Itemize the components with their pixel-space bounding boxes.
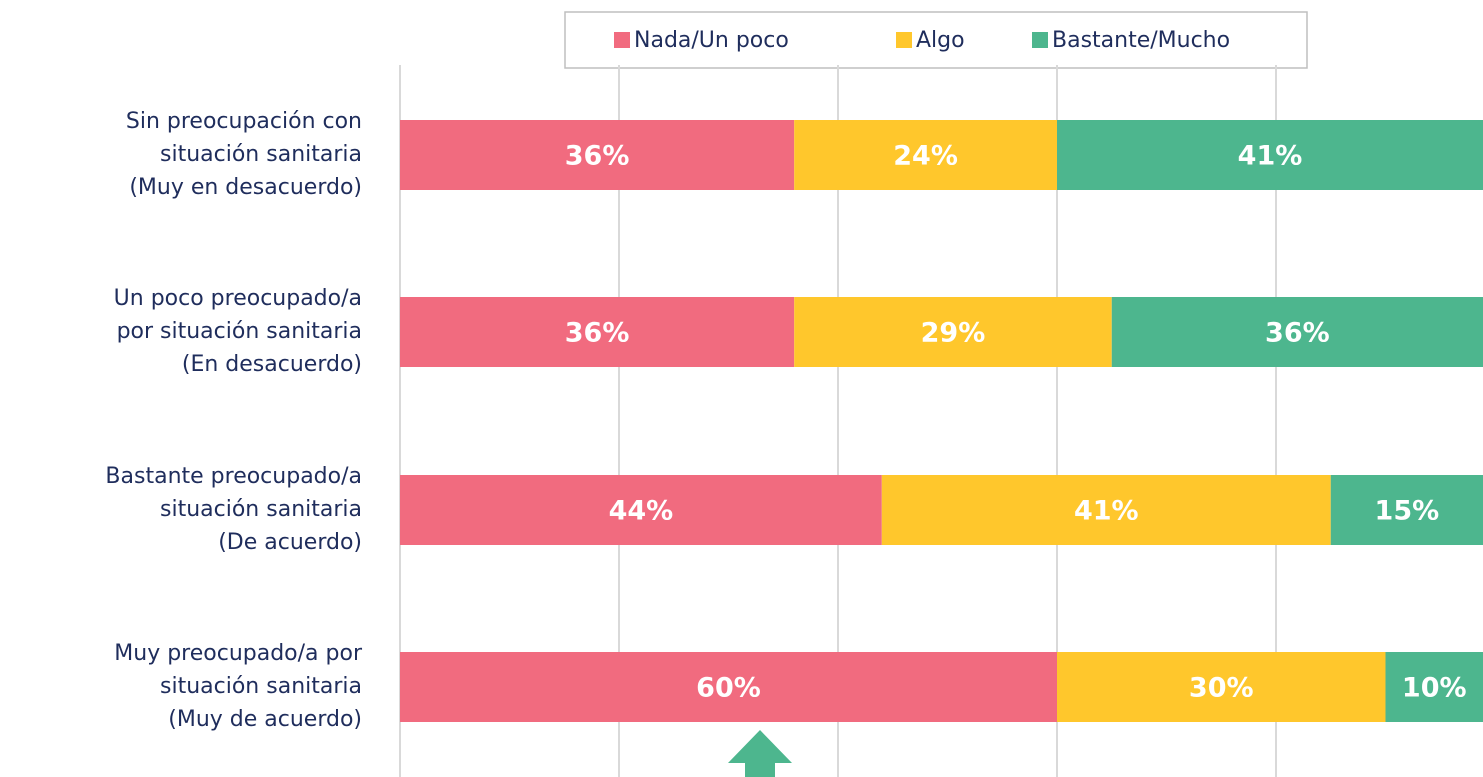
value-label: 10% xyxy=(1402,673,1467,704)
legend-swatch xyxy=(1032,32,1048,48)
bar-segment xyxy=(881,475,1331,545)
bars xyxy=(400,120,1483,722)
bar-segment xyxy=(794,297,1112,367)
category-label: por situación sanitaria xyxy=(117,319,362,344)
legend-swatch xyxy=(614,32,630,48)
bar-segment xyxy=(1057,652,1386,722)
category-label: situación sanitaria xyxy=(160,142,362,167)
bar-segment xyxy=(1057,120,1483,190)
legend-swatch xyxy=(896,32,912,48)
value-label: 24% xyxy=(893,141,958,172)
bar-segment xyxy=(1111,297,1483,367)
category-label: Un poco preocupado/a xyxy=(114,286,362,311)
category-label: (De acuerdo) xyxy=(218,530,362,555)
bar-segment xyxy=(1330,475,1483,545)
value-label: 36% xyxy=(1265,318,1330,349)
legend-label: Nada/Un poco xyxy=(634,28,789,53)
value-label: 29% xyxy=(921,318,986,349)
value-label: 41% xyxy=(1074,496,1139,527)
category-label: situación sanitaria xyxy=(160,497,362,522)
category-label: Muy preocupado/a por xyxy=(114,641,363,666)
category-label: situación sanitaria xyxy=(160,674,362,699)
bar-segment xyxy=(400,475,882,545)
category-label: (Muy de acuerdo) xyxy=(168,707,362,732)
value-label: 30% xyxy=(1189,673,1254,704)
legend-box xyxy=(564,11,1308,69)
value-label: 15% xyxy=(1375,496,1440,527)
legend-label: Bastante/Mucho xyxy=(1052,28,1230,53)
arrow xyxy=(728,730,792,777)
legend-label: Algo xyxy=(916,28,965,53)
value-label: 60% xyxy=(696,673,761,704)
category-label: (Muy en desacuerdo) xyxy=(129,175,362,200)
category-label: Bastante preocupado/a xyxy=(105,464,362,489)
bar-segment xyxy=(400,120,795,190)
category-label: (En desacuerdo) xyxy=(182,352,362,377)
bar-segment xyxy=(794,120,1057,190)
value-label: 36% xyxy=(565,141,630,172)
bar-segment xyxy=(400,297,795,367)
value-label: 41% xyxy=(1238,141,1303,172)
bar-segment xyxy=(1385,652,1483,722)
bar-segment xyxy=(400,652,1057,722)
category-label: Sin preocupación con xyxy=(126,109,362,134)
value-label: 44% xyxy=(609,496,674,527)
value-label: 36% xyxy=(565,318,630,349)
